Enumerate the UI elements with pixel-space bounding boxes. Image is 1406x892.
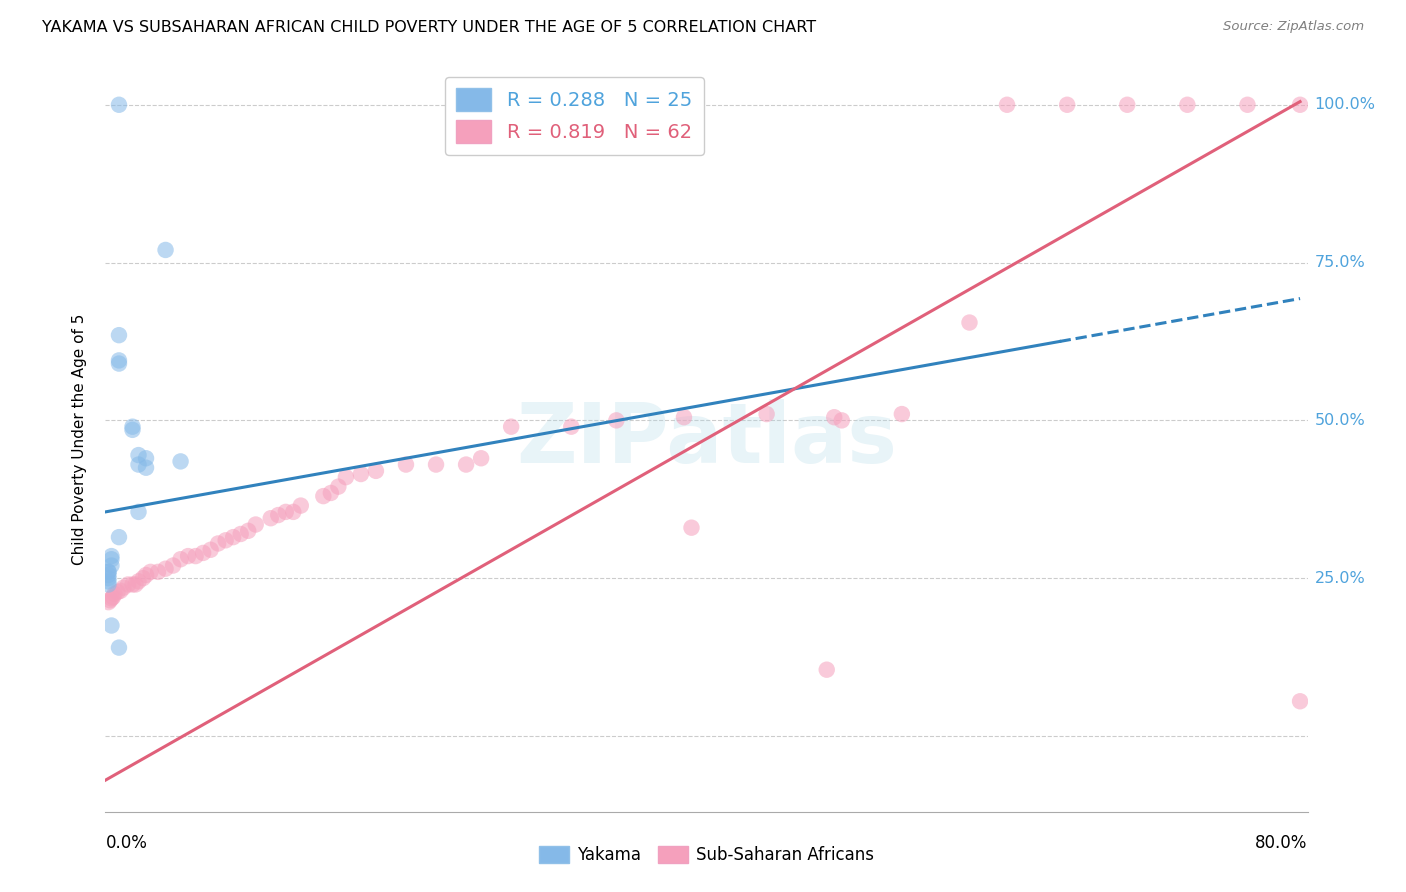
Point xyxy=(107,585,129,599)
Legend: Yakama, Sub-Saharan Africans: Yakama, Sub-Saharan Africans xyxy=(533,838,880,871)
Point xyxy=(364,464,387,478)
Point xyxy=(260,511,283,525)
Y-axis label: Child Poverty Under the Age of 5: Child Poverty Under the Age of 5 xyxy=(72,314,87,565)
Point xyxy=(755,407,778,421)
Point xyxy=(831,413,853,427)
Point xyxy=(1289,97,1312,112)
Point xyxy=(155,562,177,576)
Point xyxy=(1289,694,1312,708)
Point xyxy=(100,591,122,606)
Point xyxy=(100,618,122,632)
Point xyxy=(121,419,143,434)
Text: 0.0%: 0.0% xyxy=(105,834,148,852)
Point xyxy=(108,97,131,112)
Point xyxy=(97,571,120,585)
Point xyxy=(128,505,150,519)
Point xyxy=(959,316,981,330)
Point xyxy=(335,470,357,484)
Point xyxy=(169,552,191,566)
Point xyxy=(350,467,373,481)
Point xyxy=(283,505,305,519)
Point xyxy=(560,419,582,434)
Point xyxy=(108,328,131,343)
Point xyxy=(97,568,120,582)
Point xyxy=(238,524,260,538)
Point xyxy=(245,517,267,532)
Point xyxy=(328,480,350,494)
Point xyxy=(108,530,131,544)
Point xyxy=(169,454,191,468)
Point xyxy=(128,458,150,472)
Point xyxy=(501,419,523,434)
Point xyxy=(222,530,245,544)
Point xyxy=(319,486,342,500)
Point xyxy=(101,590,124,604)
Point xyxy=(121,577,143,591)
Point xyxy=(108,353,131,368)
Point xyxy=(184,549,207,563)
Text: 75.0%: 75.0% xyxy=(1315,255,1365,270)
Point xyxy=(112,581,135,595)
Text: 25.0%: 25.0% xyxy=(1315,571,1365,586)
Point xyxy=(100,552,122,566)
Point xyxy=(425,458,447,472)
Point xyxy=(267,508,290,522)
Point xyxy=(103,587,125,601)
Point xyxy=(128,574,150,589)
Point xyxy=(100,549,122,563)
Point xyxy=(146,565,169,579)
Point xyxy=(108,640,131,655)
Point xyxy=(155,243,177,257)
Text: YAKAMA VS SUBSAHARAN AFRICAN CHILD POVERTY UNDER THE AGE OF 5 CORRELATION CHART: YAKAMA VS SUBSAHARAN AFRICAN CHILD POVER… xyxy=(42,20,817,35)
Point xyxy=(290,499,312,513)
Point xyxy=(207,536,229,550)
Point xyxy=(97,565,120,579)
Point xyxy=(672,410,695,425)
Point xyxy=(139,565,162,579)
Point xyxy=(470,451,492,466)
Text: ZIPatlas: ZIPatlas xyxy=(516,399,897,480)
Point xyxy=(177,549,200,563)
Point xyxy=(1175,97,1198,112)
Point xyxy=(135,451,157,466)
Point xyxy=(97,577,120,591)
Point xyxy=(823,410,845,425)
Point xyxy=(605,413,627,427)
Point xyxy=(454,458,477,472)
Point xyxy=(110,583,132,598)
Text: 80.0%: 80.0% xyxy=(1256,834,1308,852)
Point xyxy=(117,577,139,591)
Point xyxy=(995,97,1018,112)
Text: Source: ZipAtlas.com: Source: ZipAtlas.com xyxy=(1223,20,1364,33)
Point xyxy=(890,407,912,421)
Point xyxy=(681,521,703,535)
Point xyxy=(100,558,122,573)
Point xyxy=(815,663,838,677)
Point xyxy=(1236,97,1258,112)
Point xyxy=(135,568,157,582)
Point xyxy=(214,533,236,548)
Point xyxy=(191,546,214,560)
Point xyxy=(128,448,150,462)
Point xyxy=(395,458,418,472)
Point xyxy=(162,558,184,573)
Text: 50.0%: 50.0% xyxy=(1315,413,1365,428)
Point xyxy=(121,423,143,437)
Point xyxy=(135,460,157,475)
Point xyxy=(132,571,155,585)
Point xyxy=(274,505,297,519)
Point xyxy=(1116,97,1139,112)
Point xyxy=(98,593,121,607)
Point xyxy=(124,577,146,591)
Text: 100.0%: 100.0% xyxy=(1315,97,1375,112)
Point xyxy=(97,574,120,589)
Point xyxy=(1056,97,1078,112)
Point xyxy=(108,357,131,371)
Point xyxy=(97,595,120,609)
Point xyxy=(97,565,120,579)
Point xyxy=(229,527,252,541)
Point xyxy=(200,542,222,557)
Point xyxy=(312,489,335,503)
